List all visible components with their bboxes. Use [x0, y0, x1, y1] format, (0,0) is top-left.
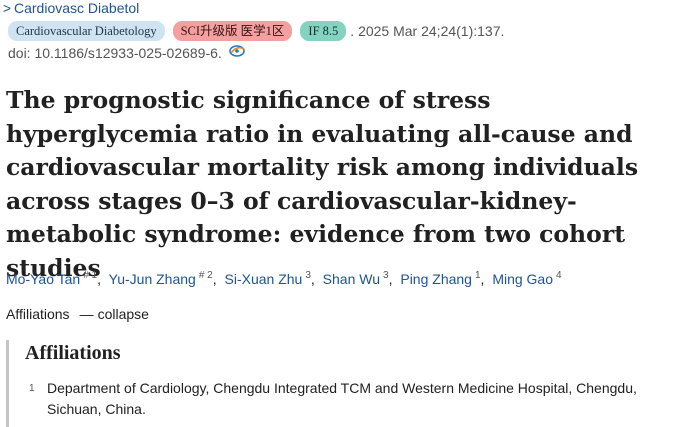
author-item: Si-Xuan Zhu 3: [224, 270, 311, 287]
author-separator: ,: [212, 270, 217, 287]
affiliation-number: 1: [29, 383, 35, 394]
author-link[interactable]: Shan Wu: [322, 270, 381, 287]
journal-name-link[interactable]: Cardiovasc Diabetol: [14, 0, 140, 16]
journal-full-badge[interactable]: Cardiovascular Diabetology: [8, 21, 165, 41]
journal-badges: Cardiovascular Diabetology SCI升级版 医学1区 I…: [8, 20, 504, 42]
journal-link-row[interactable]: > Cardiovasc Diabetol: [0, 0, 139, 18]
collapse-link[interactable]: collapse: [97, 306, 149, 322]
author-link[interactable]: Ping Zhang: [400, 270, 472, 287]
sci-rank-badge[interactable]: SCI升级版 医学1区: [172, 21, 293, 41]
author-separator: ,: [310, 270, 315, 287]
author-item: Yu-Jun Zhang # 2: [108, 270, 213, 287]
author-separator: ,: [388, 270, 393, 287]
author-link[interactable]: Mo-Yao Tan: [6, 270, 81, 287]
open-access-icon[interactable]: [228, 44, 246, 61]
doi-row: doi: 10.1186/s12933-025-02689-6.: [8, 44, 246, 61]
author-affiliation-ref[interactable]: 4: [556, 270, 562, 281]
affiliation-text: Department of Cardiology, Chengdu Integr…: [47, 380, 637, 417]
toggle-dash: —: [79, 306, 94, 322]
affiliation-item: 1 Department of Cardiology, Chengdu Inte…: [29, 378, 669, 420]
affiliations-toggle-label: Affiliations: [6, 306, 70, 322]
chevron-right-icon: >: [2, 0, 12, 16]
author-separator: ,: [480, 270, 485, 287]
author-item: Shan Wu 3: [322, 270, 389, 287]
author-affiliation-ref[interactable]: # 1: [83, 270, 98, 281]
author-item: Ping Zhang 1: [400, 270, 481, 287]
affiliations-panel: Affiliations 1 Department of Cardiology,…: [6, 340, 675, 427]
author-separator: ,: [97, 270, 101, 287]
doi-text[interactable]: doi: 10.1186/s12933-025-02689-6.: [8, 44, 222, 61]
author-item: Ming Gao 4: [492, 270, 562, 287]
author-affiliation-ref[interactable]: 1: [474, 270, 481, 281]
affiliations-heading: Affiliations: [25, 342, 121, 364]
impact-factor-badge[interactable]: IF 8.5: [300, 21, 347, 41]
article-title: The prognostic significance of stress hy…: [6, 86, 639, 282]
author-link[interactable]: Yu-Jun Zhang: [108, 270, 196, 287]
author-item: Mo-Yao Tan # 1: [6, 270, 98, 287]
author-affiliation-ref[interactable]: # 2: [198, 270, 213, 281]
author-affiliation-ref[interactable]: 3: [305, 270, 311, 281]
affiliations-toggle[interactable]: Affiliations — collapse: [6, 306, 149, 322]
author-link[interactable]: Si-Xuan Zhu: [224, 270, 303, 287]
author-list: Mo-Yao Tan # 1, Yu-Jun Zhang # 2, Si-Xuan …: [6, 270, 562, 287]
author-link[interactable]: Ming Gao: [492, 270, 554, 287]
citation-text: . 2025 Mar 24;24(1):137.: [350, 23, 505, 39]
author-affiliation-ref[interactable]: 3: [383, 270, 389, 281]
